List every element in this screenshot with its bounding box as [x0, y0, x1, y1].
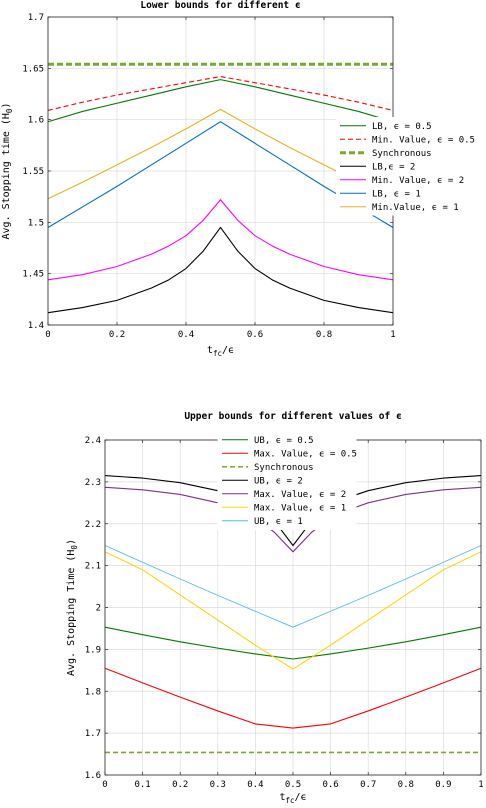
x-tick-label: 0.2	[109, 330, 125, 340]
x-tick-label: 0	[102, 780, 107, 790]
x-tick-label: 0	[45, 330, 50, 340]
x-tick-label: 0.7	[360, 780, 376, 790]
x-tick-label: 0.5	[285, 780, 301, 790]
legend-label-1: Max. Value, ϵ = 0.5	[254, 449, 357, 459]
y-tick-label: 1.6	[28, 116, 44, 126]
x-axis-label: tfc/ϵ	[279, 792, 306, 805]
y-tick-label: 1.6	[85, 771, 101, 781]
x-tick-label: 0.6	[247, 330, 263, 340]
y-tick-label: 2.2	[85, 520, 101, 530]
y-tick-label: 1.4	[28, 321, 44, 331]
legend-label-0: LB, ϵ = 0.5	[372, 122, 432, 132]
series-group	[104, 475, 482, 754]
chart-title: Lower bounds for different ϵ	[140, 0, 300, 11]
series-line-0	[47, 79, 394, 123]
x-tick-label: 0.4	[247, 780, 263, 790]
x-tick-label: 1	[390, 330, 395, 340]
y-tick-label: 1.65	[22, 64, 44, 74]
legend-label-5: LB, ϵ = 1	[372, 189, 421, 199]
series-line-6	[104, 545, 482, 628]
x-tick-label: 0.2	[172, 780, 188, 790]
y-tick-label: 1.45	[22, 270, 44, 280]
series-line-4	[104, 486, 482, 553]
y-tick-label: 1.8	[85, 687, 101, 697]
y-tick-label: 1.9	[85, 645, 101, 655]
chart-title: Upper bounds for different values of ϵ	[184, 411, 401, 422]
legend-label-4: Min. Value, ϵ = 2	[372, 176, 464, 186]
y-tick-label: 1.5	[28, 218, 44, 228]
x-tick-label: 0.8	[398, 780, 414, 790]
series-group	[47, 62, 394, 314]
x-tick-label: 0.1	[134, 780, 150, 790]
x-tick-label: 1	[478, 780, 483, 790]
series-line-3	[104, 475, 482, 547]
series-line-1	[104, 667, 482, 729]
series-line-5	[47, 121, 394, 228]
series-line-1	[47, 76, 394, 111]
y-tick-label: 1.7	[85, 729, 101, 739]
y-tick-label: 2.4	[85, 436, 101, 446]
legend-label-2: Synchronous	[372, 149, 432, 159]
legend-label-3: LB,ϵ = 2	[372, 162, 415, 172]
x-tick-label: 0.4	[178, 330, 194, 340]
series-line-3	[47, 226, 394, 314]
y-tick-label: 1.55	[22, 167, 44, 177]
legend-label-3: UB, ϵ = 2	[254, 476, 303, 486]
y-axis-label: Avg. Stopping Time (H0)	[66, 539, 79, 676]
legend-label-4: Max. Value, ϵ = 2	[254, 490, 346, 500]
x-tick-label: 0.9	[435, 780, 451, 790]
x-axis-label: tfc/ϵ	[207, 345, 234, 358]
legend-label-0: UB, ϵ = 0.5	[254, 436, 314, 446]
y-axis-label: Avg. Stopping time (H0)	[1, 103, 14, 240]
x-tick-label: 0.8	[316, 330, 332, 340]
legend: LB, ϵ = 0.5 Min. Value, ϵ = 0.5 Synchronou…	[336, 117, 486, 216]
series-line-6	[47, 108, 394, 200]
ticks: 0 0.2 0.4 0.6 0.8 1 1.4 1.45 1.5 1.55 1.6 1.65 1.7	[22, 13, 395, 340]
x-tick-label: 0.3	[210, 780, 226, 790]
y-tick-label: 1.7	[28, 13, 44, 23]
y-tick-label: 2	[96, 604, 101, 614]
legend-label-5: Max. Value, ϵ = 1	[254, 503, 346, 513]
chart-lower-bounds: 0 0.2 0.4 0.6 0.8 1 1.4 1.45 1.5 1.55 1.6 1.65 1.7 Lo…	[1, 0, 486, 358]
legend-label-1: Min. Value, ϵ = 0.5	[372, 135, 475, 145]
legend: UB, ϵ = 0.5 Max. Value, ϵ = 0.5 Synchronou…	[217, 430, 357, 530]
legend-label-6: Min.Value, ϵ = 1	[372, 203, 459, 213]
series-line-0	[104, 626, 482, 660]
legend-label-2: Synchronous	[254, 463, 314, 473]
chart-upper-bounds: 0 0.1 0.2 0.3 0.4 0.5 0.6 0.7 0.8 0.9 1 1.6 1.7 1.8 1.…	[66, 411, 484, 805]
series-line-4	[47, 199, 394, 281]
y-tick-label: 2.1	[85, 562, 101, 572]
legend-label-6: UB, ϵ = 1	[254, 517, 303, 527]
ticks: 0 0.1 0.2 0.3 0.4 0.5 0.6 0.7 0.8 0.9 1 1.6 1.7 1.8 1.…	[85, 436, 484, 790]
series-line-5	[104, 551, 482, 670]
y-tick-label: 2.3	[85, 478, 101, 488]
x-tick-label: 0.6	[322, 780, 338, 790]
